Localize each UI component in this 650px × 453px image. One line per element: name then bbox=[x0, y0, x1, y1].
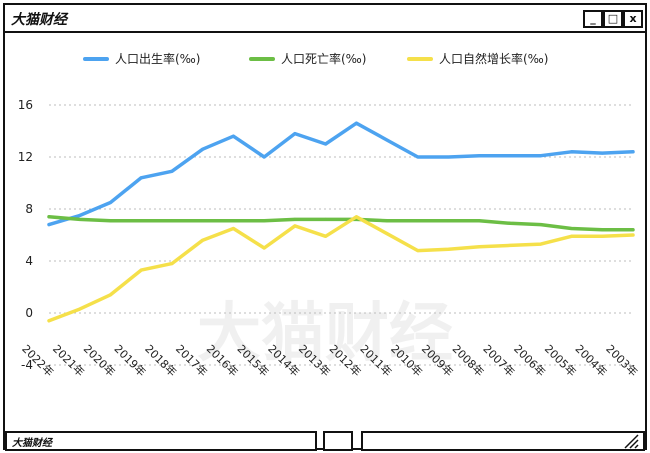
data-point bbox=[570, 234, 574, 238]
data-point bbox=[324, 217, 328, 221]
data-point bbox=[262, 155, 266, 159]
data-point bbox=[416, 155, 420, 159]
y-tick-label: 16 bbox=[18, 98, 33, 112]
series-line-1 bbox=[47, 215, 635, 232]
data-point bbox=[508, 243, 512, 247]
data-point bbox=[631, 228, 635, 232]
series-line-2 bbox=[47, 215, 635, 323]
data-point bbox=[324, 234, 328, 238]
data-point bbox=[508, 221, 512, 225]
data-point bbox=[477, 154, 481, 158]
legend-label: 人口死亡率(‰) bbox=[281, 51, 366, 66]
legend-label: 人口出生率(‰) bbox=[115, 51, 200, 66]
data-point bbox=[201, 238, 205, 242]
series-line-0 bbox=[47, 121, 635, 227]
data-point bbox=[108, 219, 112, 223]
chart-area: 大猫财经 16 12 8 4 0 -4 2022年 2021年 2020年 2019年 2018年 20… bbox=[5, 33, 645, 425]
x-tick-label: 2003年 bbox=[603, 342, 640, 379]
data-point bbox=[108, 201, 112, 204]
data-point bbox=[570, 150, 574, 154]
data-point bbox=[262, 246, 266, 250]
data-point bbox=[570, 227, 574, 230]
y-tick-label: 4 bbox=[25, 254, 33, 268]
data-point bbox=[262, 219, 266, 223]
status-title-box: 大猫财经 bbox=[5, 431, 317, 451]
data-point bbox=[600, 228, 604, 232]
data-point bbox=[139, 176, 143, 180]
watermark-text: 大猫财经 bbox=[197, 297, 453, 371]
data-point bbox=[293, 217, 297, 221]
x-tick-label: 2007年 bbox=[480, 342, 517, 379]
data-point bbox=[385, 232, 389, 236]
data-point bbox=[385, 138, 389, 142]
data-point bbox=[631, 150, 635, 154]
data-point bbox=[78, 217, 82, 221]
resize-grip-icon[interactable] bbox=[621, 433, 641, 449]
data-point bbox=[170, 262, 174, 266]
data-point bbox=[78, 214, 82, 217]
data-point bbox=[293, 224, 297, 228]
data-point bbox=[231, 227, 235, 230]
data-point bbox=[508, 154, 512, 158]
data-point bbox=[539, 242, 543, 246]
data-point bbox=[539, 223, 543, 227]
data-point bbox=[47, 223, 51, 227]
data-point bbox=[354, 215, 358, 219]
x-tick-label: 2018年 bbox=[142, 342, 179, 379]
y-tick-label: 12 bbox=[18, 150, 33, 164]
x-tick-label: 2005年 bbox=[542, 342, 579, 379]
data-point bbox=[170, 219, 174, 223]
status-small-box bbox=[323, 431, 353, 451]
status-title: 大猫财经 bbox=[12, 438, 52, 449]
data-point bbox=[139, 268, 143, 272]
data-point bbox=[231, 219, 235, 223]
y-tick-label: 8 bbox=[25, 202, 33, 216]
window-title: 大猫财经 bbox=[11, 12, 67, 28]
data-point bbox=[600, 151, 604, 155]
x-tick-label: 2006年 bbox=[511, 342, 548, 379]
data-point bbox=[201, 219, 205, 223]
data-point bbox=[385, 219, 389, 223]
data-point bbox=[201, 147, 205, 151]
data-point bbox=[231, 134, 235, 138]
data-point bbox=[354, 121, 358, 125]
x-tick-label: 2008年 bbox=[450, 342, 487, 379]
data-point bbox=[108, 293, 112, 297]
line-chart: 大猫财经1612840-42022年2021年2020年2019年2018年20… bbox=[18, 51, 641, 379]
data-point bbox=[139, 219, 143, 223]
data-point bbox=[447, 155, 451, 159]
data-point bbox=[47, 319, 51, 323]
data-point bbox=[539, 154, 543, 158]
data-point bbox=[78, 307, 82, 311]
close-button[interactable]: x bbox=[623, 10, 643, 28]
legend-label: 人口自然增长率(‰) bbox=[439, 51, 548, 66]
data-point bbox=[47, 215, 51, 219]
minimize-button[interactable]: _ bbox=[583, 10, 603, 28]
x-tick-label: 2019年 bbox=[112, 342, 149, 379]
data-point bbox=[416, 249, 420, 253]
data-point bbox=[447, 247, 451, 251]
data-point bbox=[324, 142, 328, 146]
status-resize-box[interactable] bbox=[361, 431, 645, 451]
title-bar: 大猫财经 _ □ x bbox=[5, 5, 645, 33]
data-point bbox=[477, 245, 481, 249]
data-point bbox=[447, 219, 451, 223]
data-point bbox=[631, 233, 635, 237]
y-tick-label: -4 bbox=[21, 358, 33, 372]
app-window: 大猫财经 _ □ x 大猫财经 16 12 8 4 0 -4 2022年 2021年 2020年 2… bbox=[3, 3, 647, 451]
data-point bbox=[416, 219, 420, 223]
x-tick-label: 2020年 bbox=[81, 342, 118, 379]
data-point bbox=[477, 219, 481, 223]
y-tick-label: 0 bbox=[25, 306, 33, 320]
status-bar: 大猫财经 bbox=[5, 427, 645, 451]
maximize-button[interactable]: □ bbox=[603, 10, 623, 28]
data-point bbox=[170, 169, 174, 173]
x-tick-label: 2004年 bbox=[573, 342, 610, 379]
data-point bbox=[600, 234, 604, 238]
x-tick-label: 2021年 bbox=[50, 342, 87, 379]
data-point bbox=[293, 132, 297, 136]
